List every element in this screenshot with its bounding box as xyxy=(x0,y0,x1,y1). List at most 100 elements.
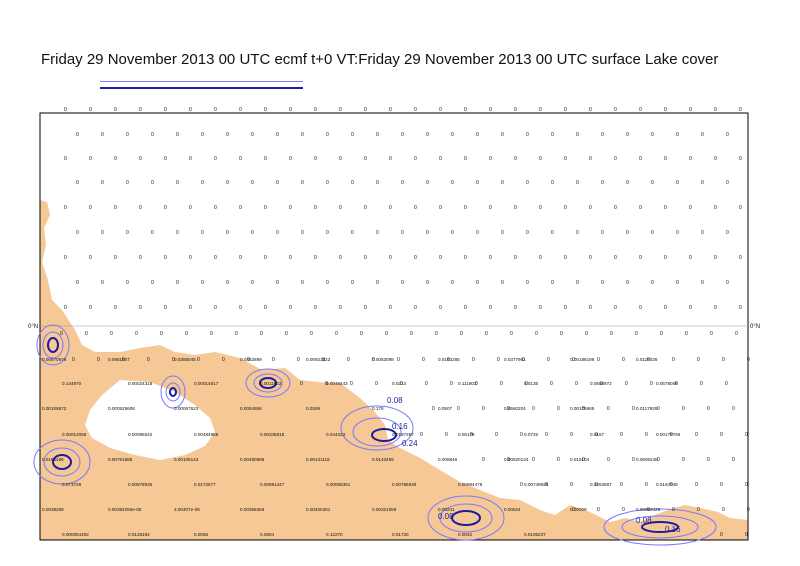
grid-value: 0 xyxy=(501,180,504,186)
grid-value: 0 xyxy=(614,107,617,113)
grid-value-label: 0.00520134 xyxy=(504,457,529,462)
grid-value: 0 xyxy=(439,305,442,311)
grid-value: 0 xyxy=(620,432,623,438)
grid-value: 0 xyxy=(364,305,367,311)
grid-value-label: 0.0506248 xyxy=(636,457,658,462)
grid-value: 0 xyxy=(364,205,367,211)
grid-value: 0 xyxy=(501,280,504,286)
grid-value: 0 xyxy=(701,132,704,138)
grid-value: 0 xyxy=(514,305,517,311)
grid-value: 0 xyxy=(447,357,450,363)
grid-value: 0 xyxy=(651,132,654,138)
grid-value: 0 xyxy=(601,180,604,186)
grid-value: 0 xyxy=(675,381,678,387)
grid-value: 0 xyxy=(114,205,117,211)
grid-value-label: 0.00484958 xyxy=(194,432,219,437)
contour-ring xyxy=(165,382,181,402)
grid-value: 0 xyxy=(726,280,729,286)
grid-value: 0 xyxy=(239,305,242,311)
grid-value: 0 xyxy=(626,180,629,186)
grid-value: 0 xyxy=(601,280,604,286)
grid-value: 0 xyxy=(551,280,554,286)
grid-value: 0 xyxy=(76,180,79,186)
grid-value: 0 xyxy=(314,205,317,211)
grid-value: 0 xyxy=(514,156,517,162)
grid-value: 0 xyxy=(376,230,379,236)
grid-value: 0 xyxy=(360,331,363,337)
grid-value: 0 xyxy=(401,180,404,186)
grid-value: 0 xyxy=(657,457,660,463)
grid-value: 0 xyxy=(657,406,660,412)
grid-value: 0 xyxy=(464,305,467,311)
grid-value: 0 xyxy=(151,280,154,286)
grid-value-label: 0.0143455 xyxy=(372,457,394,462)
grid-value: 0 xyxy=(514,107,517,113)
grid-value: 0 xyxy=(725,381,728,387)
grid-value: 0 xyxy=(426,132,429,138)
grid-value-label: 0.176 xyxy=(372,406,384,411)
grid-value: 0 xyxy=(551,132,554,138)
grid-value: 0 xyxy=(672,357,675,363)
grid-value: 0 xyxy=(464,205,467,211)
grid-value: 0 xyxy=(414,156,417,162)
grid-value: 0 xyxy=(214,107,217,113)
grid-value-label: 0.0388045 xyxy=(174,357,196,362)
grid-value-label: 0.00891447 xyxy=(260,482,285,487)
grid-value: 0 xyxy=(85,331,88,337)
grid-value: 0 xyxy=(414,107,417,113)
grid-value: 0 xyxy=(582,406,585,412)
grid-value: 0 xyxy=(464,255,467,261)
grid-value: 0 xyxy=(572,507,575,513)
grid-value-label: 0.00179 xyxy=(458,432,475,437)
grid-value: 0 xyxy=(589,107,592,113)
grid-value: 0 xyxy=(289,255,292,261)
grid-value: 0 xyxy=(676,132,679,138)
contour-label: 0.24 xyxy=(402,439,418,448)
grid-value: 0 xyxy=(139,107,142,113)
grid-value: 0 xyxy=(64,255,67,261)
grid-value: 0 xyxy=(664,255,667,261)
grid-value: 0 xyxy=(689,305,692,311)
grid-value: 0 xyxy=(414,255,417,261)
grid-value-label: 0.0054956 xyxy=(240,406,262,411)
legend-line-light xyxy=(100,81,303,82)
grid-value: 0 xyxy=(214,305,217,311)
grid-value: 0 xyxy=(460,331,463,337)
grid-value-label: 0.00490886 xyxy=(240,457,265,462)
grid-value: 0 xyxy=(172,357,175,363)
grid-value: 0 xyxy=(314,156,317,162)
grid-value: 0 xyxy=(526,280,529,286)
grid-value: 0 xyxy=(476,230,479,236)
grid-value: 0 xyxy=(470,432,473,438)
grid-value: 0 xyxy=(101,132,104,138)
grid-value: 0 xyxy=(660,331,663,337)
grid-value: 0 xyxy=(626,132,629,138)
grid-value-label: 0.0269 xyxy=(306,406,320,411)
grid-value: 0 xyxy=(401,280,404,286)
grid-value: 0 xyxy=(214,205,217,211)
grid-value: 0 xyxy=(314,107,317,113)
grid-value: 0 xyxy=(114,107,117,113)
grid-value: 0 xyxy=(570,482,573,488)
grid-value: 0 xyxy=(322,357,325,363)
grid-value: 0 xyxy=(564,156,567,162)
grid-value: 0 xyxy=(695,432,698,438)
grid-value: 0 xyxy=(451,180,454,186)
grid-value: 0 xyxy=(151,180,154,186)
grid-value: 0 xyxy=(689,205,692,211)
grid-value: 0 xyxy=(489,107,492,113)
grid-value: 0 xyxy=(526,230,529,236)
land-island xyxy=(40,345,78,400)
grid-value: 0 xyxy=(301,230,304,236)
grid-value: 0 xyxy=(350,381,353,387)
grid-value: 0 xyxy=(289,156,292,162)
grid-value: 0 xyxy=(410,331,413,337)
grid-value: 0 xyxy=(639,107,642,113)
grid-value: 0 xyxy=(414,205,417,211)
contours-light xyxy=(33,324,717,546)
grid-value: 0 xyxy=(164,107,167,113)
grid-value: 0 xyxy=(385,331,388,337)
grid-value: 0 xyxy=(550,381,553,387)
grid-value: 0 xyxy=(570,432,573,438)
grid-value-label: 0.01730 xyxy=(392,532,409,537)
